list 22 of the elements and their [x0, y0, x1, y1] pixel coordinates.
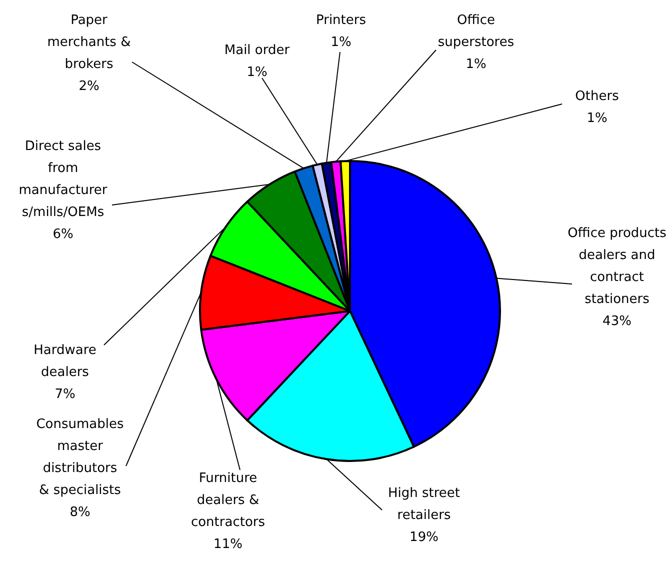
- slice-label: Consumables master distributors & specialists: [36, 417, 124, 498]
- slice-label: Office superstores: [438, 13, 514, 50]
- slice-label: Printers: [316, 13, 366, 28]
- data-label: 1%: [246, 65, 268, 80]
- slice-label: Office products dealers and contract stationers: [568, 226, 667, 307]
- data-label: 1%: [330, 35, 352, 50]
- slice-label: Direct sales from manufacturers/mills/OEMs: [18, 139, 108, 220]
- data-label: 19%: [410, 530, 438, 545]
- data-label: 1%: [466, 57, 486, 72]
- slice-label: High street retailers: [388, 486, 460, 523]
- data-label: 7%: [54, 387, 76, 402]
- data-label: 43%: [602, 314, 632, 329]
- slice-label: Furniture dealers & contractors: [190, 471, 266, 530]
- data-label: 11%: [214, 537, 242, 552]
- data-label: 1%: [586, 111, 608, 126]
- data-label: 8%: [70, 505, 90, 520]
- slice-label: Mail order: [224, 43, 290, 58]
- slice-label: Paper merchants & brokers: [47, 13, 131, 72]
- slice-label: Others: [575, 89, 620, 104]
- data-label: 6%: [52, 227, 74, 242]
- data-label: 2%: [78, 79, 100, 94]
- slice-label: Hardware dealers: [34, 343, 96, 380]
